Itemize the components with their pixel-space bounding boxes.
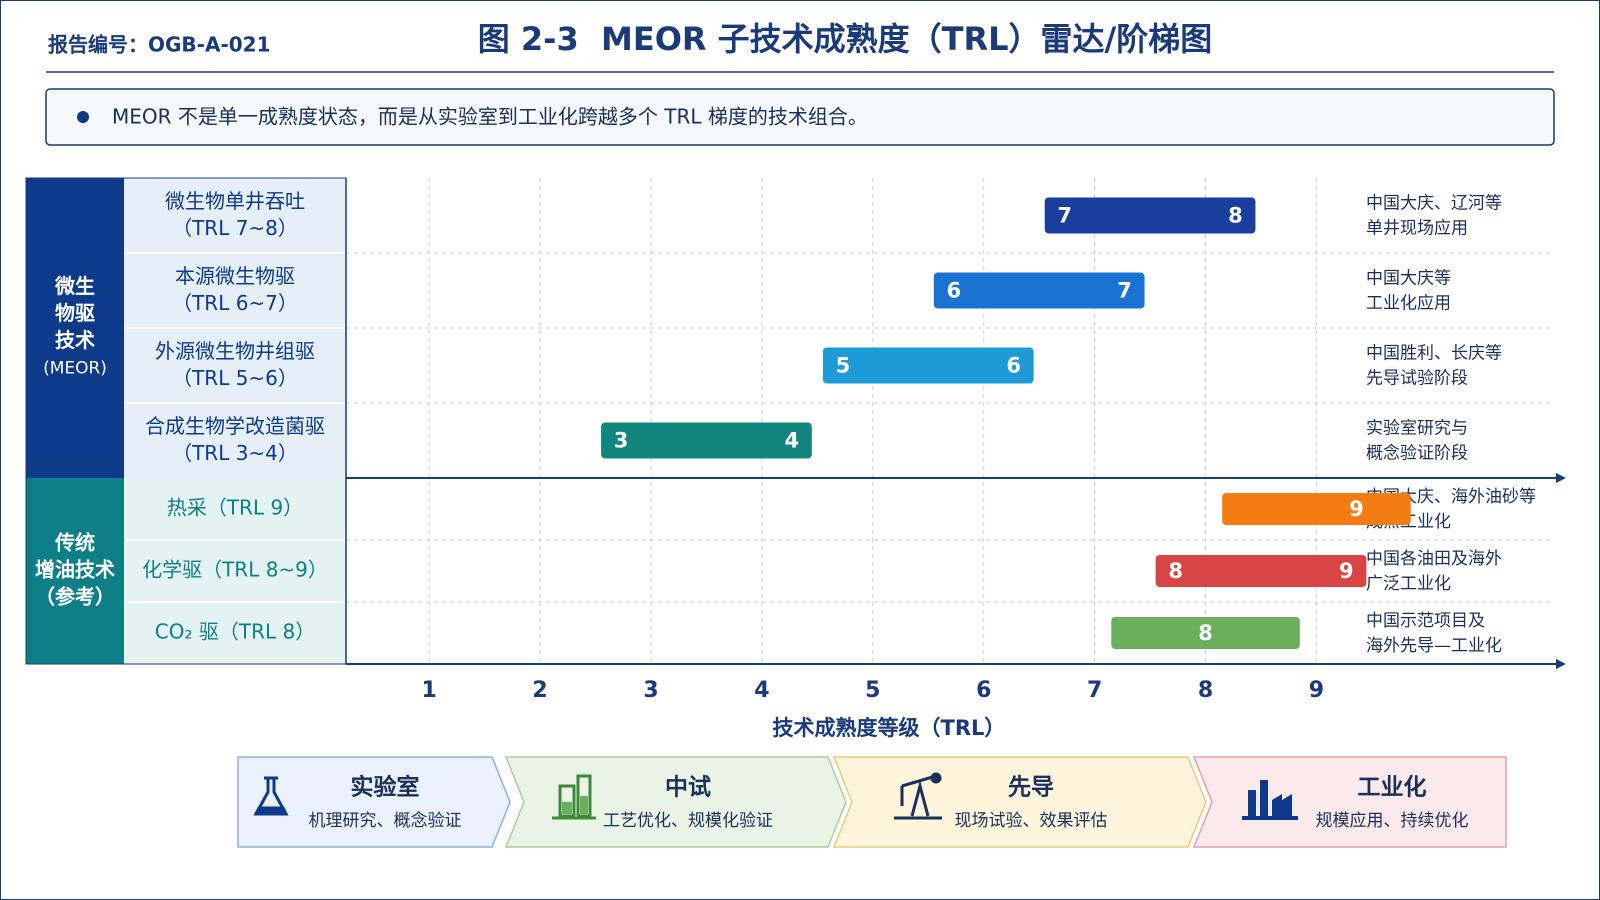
- bar-label: 4: [785, 429, 800, 453]
- row-sublabel: （TRL 3~4）: [172, 441, 298, 465]
- bar-label: 9: [1349, 497, 1364, 521]
- stage-box: [832, 756, 1207, 848]
- bar-label: 3: [614, 429, 629, 453]
- row-label: 本源微生物驱: [175, 264, 295, 288]
- row-label-cell: [124, 253, 346, 328]
- axis-arrow: [1556, 473, 1566, 483]
- bar-label: 7: [1057, 204, 1072, 228]
- bar-label: 9: [1339, 559, 1354, 583]
- bar: [1222, 493, 1411, 525]
- row-note: 工业化应用: [1366, 294, 1451, 314]
- row-label: 微生物单井吞吐: [165, 189, 305, 213]
- x-tick-label: 8: [1198, 678, 1213, 703]
- bar: [1155, 555, 1367, 587]
- x-tick-label: 7: [1087, 678, 1102, 703]
- row-note: 中国大庆、辽河等: [1366, 194, 1502, 214]
- x-tick-label: 1: [422, 678, 437, 703]
- stage-desc: 机理研究、概念验证: [309, 810, 462, 831]
- x-tick-label: 6: [976, 678, 991, 703]
- stage-desc: 现场试验、效果评估: [955, 811, 1108, 831]
- stage-desc: 工艺优化、规模化验证: [603, 811, 773, 831]
- group-cell: [26, 478, 124, 664]
- icon-beakers: [552, 774, 596, 820]
- row-label-cell: [124, 540, 346, 602]
- bar-label: 5: [836, 354, 851, 378]
- group-sublabel: (MEOR): [43, 359, 107, 379]
- row-note: 实验室研究与: [1366, 419, 1468, 439]
- row-note: 概念验证阶段: [1366, 443, 1468, 464]
- stage-title: 先导: [1008, 775, 1054, 801]
- row-note: 广泛工业化: [1366, 574, 1451, 594]
- bar: [1044, 197, 1256, 234]
- note-box: [45, 88, 1555, 146]
- row-label: 化学驱（TRL 8~9）: [142, 558, 328, 582]
- stage-box: [237, 756, 511, 848]
- row-label: 合成生物学改造菌驱: [145, 414, 325, 438]
- row-note: 中国示范项目及: [1366, 611, 1485, 631]
- row-sublabel: （TRL 5~6）: [172, 366, 298, 390]
- row-label-cell: [124, 178, 346, 253]
- group-cell: [26, 178, 124, 478]
- x-tick-label: 3: [643, 678, 658, 703]
- icon-factory: [1242, 780, 1298, 820]
- x-tick-label: 4: [754, 678, 769, 703]
- bar: [933, 272, 1145, 309]
- group-label: 微生: [54, 274, 95, 298]
- bar: [601, 422, 812, 459]
- report-number: 报告编号：OGB-A-021: [48, 33, 271, 57]
- row-label-cell: [124, 478, 346, 540]
- bar-label: 7: [1117, 279, 1132, 303]
- stage-title: 中试: [665, 775, 711, 801]
- group-label: 技术: [55, 328, 95, 352]
- group-label: 物驱: [55, 301, 95, 325]
- row-note: 中国大庆等: [1366, 269, 1451, 289]
- x-tick-label: 9: [1309, 678, 1324, 703]
- bar: [822, 347, 1034, 384]
- group-label: 增油技术: [35, 558, 115, 582]
- bar-label: 6: [1006, 354, 1021, 378]
- row-label-cell: [124, 602, 346, 664]
- x-tick-label: 2: [532, 678, 547, 703]
- x-tick-label: 5: [865, 678, 880, 703]
- stage-box: [1192, 756, 1507, 848]
- stage-title: 实验室: [351, 774, 420, 801]
- axis-arrow: [1556, 659, 1566, 669]
- group-label: 传统: [54, 531, 95, 555]
- bar-label: 8: [1168, 559, 1183, 583]
- row-note: 海外先导—工业化: [1366, 636, 1502, 656]
- row-label-cell: [124, 328, 346, 403]
- chart-title: 图 2-3 MEOR 子技术成熟度（TRL）雷达/阶梯图: [478, 20, 1212, 58]
- panel-frame: [25, 177, 347, 665]
- icon-flask: [253, 776, 289, 816]
- row-label: 热采（TRL 9）: [167, 496, 303, 520]
- note-text: MEOR 不是单一成熟度状态，而是从实验室到工业化跨越多个 TRL 梯度的技术组…: [112, 105, 868, 129]
- bar-label: 6: [947, 279, 962, 303]
- x-axis-label: 技术成熟度等级（TRL）: [773, 716, 1006, 740]
- bar-label: 8: [1198, 621, 1213, 645]
- row-label-cell: [124, 403, 346, 478]
- icon-pumpjack: [894, 772, 942, 820]
- row-sublabel: （TRL 6~7）: [172, 291, 298, 315]
- stage-title: 工业化: [1358, 774, 1427, 801]
- note-bullet: [77, 111, 89, 123]
- bar-label: 8: [1228, 204, 1243, 228]
- row-label: 外源微生物井组驱: [155, 339, 315, 363]
- row-note: 中国各油田及海外: [1366, 549, 1502, 569]
- bar: [1111, 617, 1300, 649]
- row-note: 中国胜利、长庆等: [1366, 344, 1502, 364]
- row-note: 单井现场应用: [1366, 219, 1468, 239]
- row-label: CO₂ 驱（TRL 8）: [155, 620, 315, 644]
- row-sublabel: （TRL 7~8）: [172, 216, 298, 240]
- stage-box: [504, 756, 847, 848]
- group-label: （参考）: [35, 585, 115, 609]
- row-note: 先导试验阶段: [1366, 369, 1468, 389]
- stage-desc: 规模应用、持续优化: [1316, 811, 1469, 831]
